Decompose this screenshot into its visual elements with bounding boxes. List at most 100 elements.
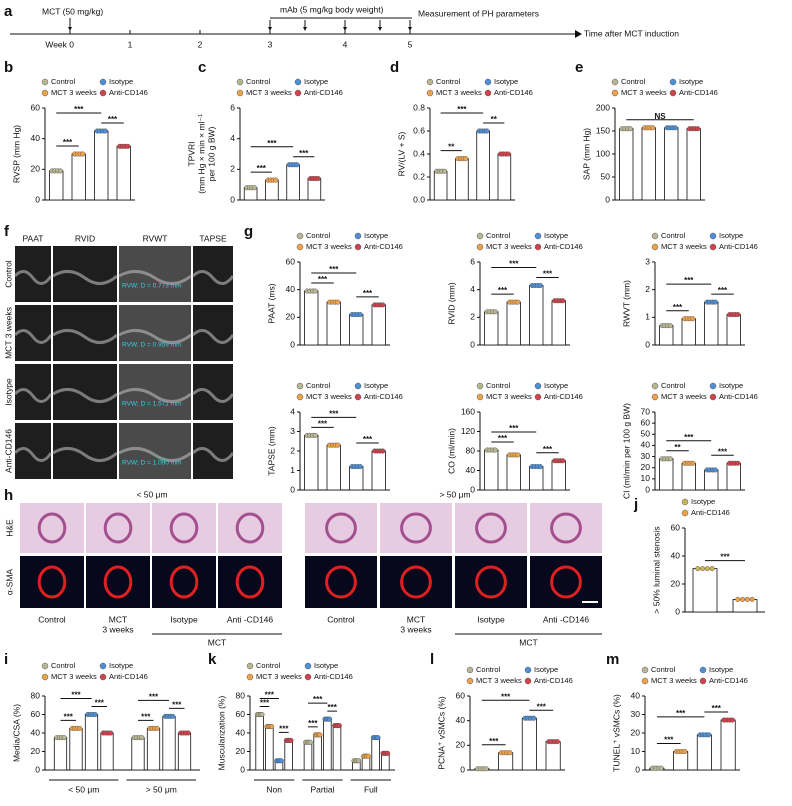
bar bbox=[506, 454, 521, 491]
week-label: Week 0 bbox=[45, 39, 74, 49]
data-point bbox=[729, 717, 735, 723]
y-axis-label: Media/CSA (%) bbox=[11, 704, 21, 762]
y-tick-label: 3 bbox=[290, 426, 295, 436]
data-point bbox=[740, 596, 746, 602]
mab-label: mAb (5 mg/kg body weight) bbox=[280, 4, 384, 14]
data-point bbox=[269, 724, 275, 730]
legend-marker bbox=[651, 382, 659, 390]
bar bbox=[116, 145, 131, 201]
vessel bbox=[325, 565, 357, 599]
legend-marker bbox=[709, 393, 717, 401]
sig-label: *** bbox=[299, 149, 309, 158]
data-point bbox=[357, 312, 363, 318]
legend-label: Isotype bbox=[109, 77, 133, 86]
data-point bbox=[335, 442, 341, 448]
legend-marker bbox=[296, 243, 304, 251]
echo-wave bbox=[118, 329, 192, 344]
legend-marker bbox=[681, 509, 689, 517]
data-point bbox=[288, 737, 294, 743]
sig-label: *** bbox=[509, 260, 519, 269]
sig-label: *** bbox=[267, 139, 277, 148]
legend-marker bbox=[641, 677, 649, 685]
legend-marker bbox=[651, 393, 659, 401]
echo-image bbox=[193, 423, 233, 479]
vessel bbox=[550, 512, 582, 544]
legend-label: Anti-CD146 bbox=[109, 88, 148, 97]
data-point bbox=[483, 766, 489, 772]
arrow-head bbox=[268, 27, 272, 31]
legend-label: Anti-CD146 bbox=[364, 242, 403, 251]
data-point bbox=[327, 716, 333, 722]
data-point bbox=[335, 299, 341, 305]
y-tick-label: 1 bbox=[290, 465, 295, 475]
echo-wave bbox=[52, 388, 118, 403]
legend-marker bbox=[99, 662, 107, 670]
vessel bbox=[475, 565, 507, 599]
data-point bbox=[125, 143, 131, 149]
legend-marker bbox=[476, 393, 484, 401]
data-point bbox=[307, 739, 313, 745]
sig-label: *** bbox=[664, 736, 674, 745]
legend-marker bbox=[99, 78, 107, 86]
vessel bbox=[235, 565, 265, 599]
echo-wave bbox=[191, 447, 235, 462]
bar bbox=[49, 170, 64, 201]
sig-label: *** bbox=[279, 725, 289, 734]
legend-marker bbox=[699, 677, 707, 685]
bar bbox=[381, 752, 390, 771]
legend-label: Anti-CD146 bbox=[691, 508, 730, 517]
bar bbox=[332, 725, 342, 771]
y-axis-label: Muscularization (%) bbox=[216, 696, 226, 771]
bar bbox=[704, 301, 719, 346]
bar bbox=[265, 179, 279, 201]
echo-image bbox=[193, 364, 233, 420]
data-point bbox=[375, 735, 381, 741]
sma-image bbox=[20, 556, 84, 608]
legend-label: Anti-CD146 bbox=[109, 672, 148, 681]
y-tick-label: 0 bbox=[470, 339, 475, 349]
y-tick-label: 0 bbox=[35, 194, 40, 204]
data-point bbox=[312, 288, 318, 294]
bar bbox=[146, 727, 161, 771]
sig-label: *** bbox=[498, 434, 508, 443]
sig-label: *** bbox=[327, 703, 337, 712]
bar bbox=[545, 741, 561, 771]
bar bbox=[455, 158, 469, 201]
data-point bbox=[700, 566, 706, 572]
sig-label: *** bbox=[64, 712, 74, 721]
y-tick-label: 20 bbox=[671, 578, 681, 588]
x-tick-label: Full bbox=[364, 784, 378, 794]
bar bbox=[286, 164, 300, 201]
data-point bbox=[336, 723, 342, 729]
data-point bbox=[492, 447, 498, 453]
legend-marker bbox=[304, 662, 312, 670]
legend-label: Isotype bbox=[494, 77, 518, 86]
bar bbox=[326, 301, 341, 346]
legend-marker bbox=[296, 393, 304, 401]
caption: 3 weeks bbox=[102, 624, 133, 634]
legend-marker bbox=[709, 232, 717, 240]
data-point bbox=[259, 712, 265, 718]
sig-label: *** bbox=[308, 719, 318, 728]
bar bbox=[659, 458, 674, 491]
y-tick-label: 20 bbox=[31, 746, 41, 756]
y-tick-label: 40 bbox=[641, 440, 651, 450]
sma-image bbox=[455, 556, 527, 608]
bar bbox=[641, 127, 656, 201]
legend-marker bbox=[426, 78, 434, 86]
legend-marker bbox=[466, 666, 474, 674]
legend-label: Anti-CD146 bbox=[314, 672, 353, 681]
vessel bbox=[169, 565, 199, 599]
echo-image bbox=[53, 364, 117, 420]
he-image bbox=[152, 503, 216, 553]
y-tick-label: 2 bbox=[230, 164, 235, 174]
legend-label: Isotype bbox=[364, 231, 388, 240]
legend-label: Anti-CD146 bbox=[304, 88, 343, 97]
bar bbox=[529, 466, 544, 491]
x-tick-label: Non bbox=[266, 784, 282, 794]
panel-label: c bbox=[198, 59, 206, 76]
echo-wave bbox=[118, 388, 192, 403]
legend-label: Anti-CD146 bbox=[719, 392, 758, 401]
sig-label: *** bbox=[318, 275, 328, 284]
legend-label: MCT 3 weeks bbox=[476, 676, 522, 685]
